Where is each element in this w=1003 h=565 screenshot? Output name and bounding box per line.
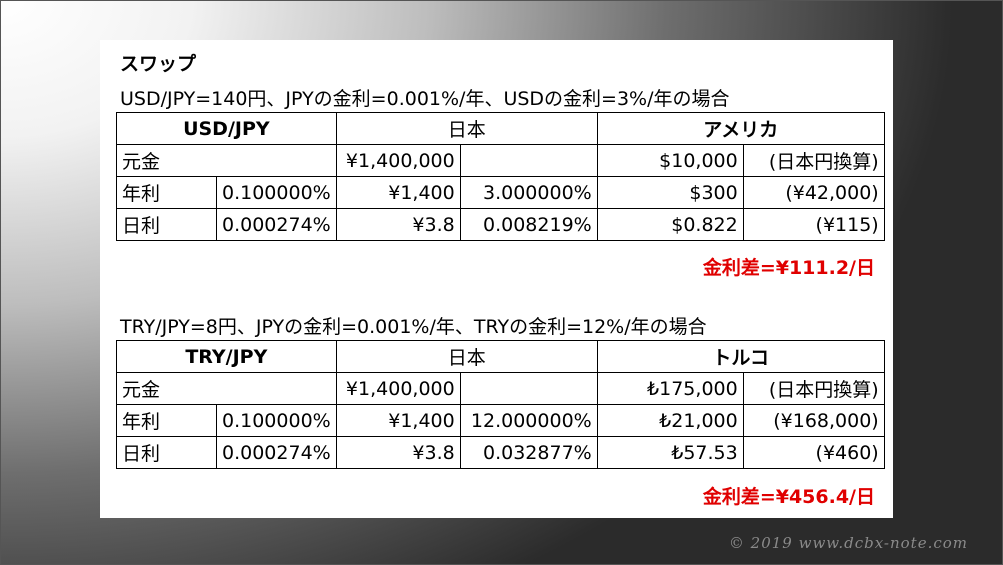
fx-amount: ₺175,000 bbox=[596, 372, 744, 405]
jp-amount: ¥1,400 bbox=[335, 404, 461, 437]
japan-header: 日本 bbox=[335, 340, 598, 373]
row-label: 年利 bbox=[116, 404, 217, 437]
japan-header: 日本 bbox=[335, 112, 598, 145]
try-jpy-condition: TRY/JPY=8円、JPYの金利=0.001%/年、TRYの金利=12%/年の… bbox=[120, 316, 707, 338]
row-label: 日利 bbox=[116, 436, 217, 469]
fx-rate: 0.008219% bbox=[459, 208, 598, 241]
table-header-row: USD/JPY 日本 アメリカ bbox=[116, 112, 885, 145]
jp-amount: ¥3.8 bbox=[335, 436, 461, 469]
jp-rate: 0.000274% bbox=[216, 436, 337, 469]
table-header-row: TRY/JPY 日本 トルコ bbox=[116, 340, 885, 373]
foreign-header: トルコ bbox=[596, 340, 885, 373]
fx-rate bbox=[459, 144, 598, 177]
table-row: 年利 0.100000% ¥1,400 12.000000% ₺21,000 (… bbox=[116, 404, 885, 437]
fx-rate: 12.000000% bbox=[459, 404, 598, 437]
row-label: 元金 bbox=[116, 372, 337, 405]
row-label: 日利 bbox=[116, 208, 217, 241]
page-title: スワップ bbox=[120, 53, 197, 75]
fx-rate: 3.000000% bbox=[459, 176, 598, 209]
fx-rate bbox=[459, 372, 598, 405]
fx-amount: ₺57.53 bbox=[596, 436, 744, 469]
jp-amount: ¥1,400 bbox=[335, 176, 461, 209]
fx-yen: (¥115) bbox=[742, 208, 885, 241]
fx-amount: ₺21,000 bbox=[596, 404, 744, 437]
usd-jpy-condition: USD/JPY=140円、JPYの金利=0.001%/年、USDの金利=3%/年… bbox=[120, 88, 730, 110]
fx-amount: $0.822 bbox=[596, 208, 744, 241]
try-jpy-swap-table: TRY/JPY 日本 トルコ 元金 ¥1,400,000 ₺175,000 (日… bbox=[116, 340, 885, 469]
fx-yen: (日本円換算) bbox=[742, 372, 885, 405]
usd-jpy-swap-table: USD/JPY 日本 アメリカ 元金 ¥1,400,000 $10,000 (日… bbox=[116, 112, 885, 241]
jp-rate: 0.100000% bbox=[216, 404, 337, 437]
fx-amount: $300 bbox=[596, 176, 744, 209]
row-label: 元金 bbox=[116, 144, 337, 177]
pair-header: TRY/JPY bbox=[116, 340, 337, 373]
foreign-header: アメリカ bbox=[596, 112, 885, 145]
fx-yen: (¥460) bbox=[742, 436, 885, 469]
table-row: 元金 ¥1,400,000 $10,000 (日本円換算) bbox=[116, 144, 885, 177]
fx-yen: (¥42,000) bbox=[742, 176, 885, 209]
fx-yen: (日本円換算) bbox=[742, 144, 885, 177]
row-label: 年利 bbox=[116, 176, 217, 209]
table-row: 年利 0.100000% ¥1,400 3.000000% $300 (¥42,… bbox=[116, 176, 885, 209]
interest-diff-try: 金利差=¥456.4/日 bbox=[702, 486, 875, 508]
table-row: 日利 0.000274% ¥3.8 0.032877% ₺57.53 (¥460… bbox=[116, 436, 885, 469]
table-row: 日利 0.000274% ¥3.8 0.008219% $0.822 (¥115… bbox=[116, 208, 885, 241]
jp-rate: 0.000274% bbox=[216, 208, 337, 241]
content-panel: スワップ USD/JPY=140円、JPYの金利=0.001%/年、USDの金利… bbox=[100, 40, 893, 518]
pair-header: USD/JPY bbox=[116, 112, 337, 145]
jp-rate: 0.100000% bbox=[216, 176, 337, 209]
jp-amount: ¥3.8 bbox=[335, 208, 461, 241]
table-row: 元金 ¥1,400,000 ₺175,000 (日本円換算) bbox=[116, 372, 885, 405]
interest-diff-usd: 金利差=¥111.2/日 bbox=[702, 257, 875, 279]
copyright-watermark: © 2019 www.dcbx-note.com bbox=[728, 534, 968, 552]
fx-yen: (¥168,000) bbox=[742, 404, 885, 437]
fx-amount: $10,000 bbox=[596, 144, 744, 177]
jp-amount: ¥1,400,000 bbox=[335, 144, 461, 177]
fx-rate: 0.032877% bbox=[459, 436, 598, 469]
jp-amount: ¥1,400,000 bbox=[335, 372, 461, 405]
